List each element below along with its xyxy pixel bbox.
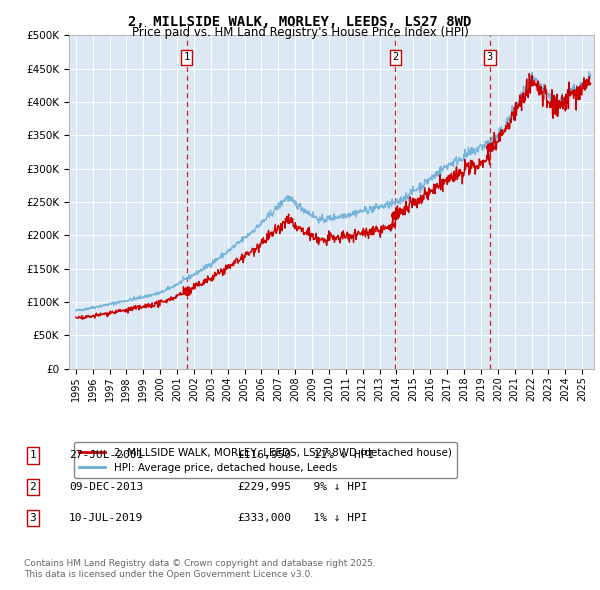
Text: 2: 2: [29, 482, 37, 491]
Text: 11% ↓ HPI: 11% ↓ HPI: [300, 451, 374, 460]
Text: £116,950: £116,950: [237, 451, 291, 460]
Text: £229,995: £229,995: [237, 482, 291, 491]
Text: Contains HM Land Registry data © Crown copyright and database right 2025.: Contains HM Land Registry data © Crown c…: [24, 559, 376, 568]
Text: 1: 1: [184, 53, 190, 63]
Text: 27-JUL-2001: 27-JUL-2001: [69, 451, 143, 460]
Text: 3: 3: [29, 513, 37, 523]
Text: 1% ↓ HPI: 1% ↓ HPI: [300, 513, 367, 523]
Text: 10-JUL-2019: 10-JUL-2019: [69, 513, 143, 523]
Text: Price paid vs. HM Land Registry's House Price Index (HPI): Price paid vs. HM Land Registry's House …: [131, 26, 469, 39]
Text: £333,000: £333,000: [237, 513, 291, 523]
Text: 1: 1: [29, 451, 37, 460]
Text: 9% ↓ HPI: 9% ↓ HPI: [300, 482, 367, 491]
Text: 09-DEC-2013: 09-DEC-2013: [69, 482, 143, 491]
Text: 2: 2: [392, 53, 398, 63]
Text: 3: 3: [487, 53, 493, 63]
Text: 2, MILLSIDE WALK, MORLEY, LEEDS, LS27 8WD: 2, MILLSIDE WALK, MORLEY, LEEDS, LS27 8W…: [128, 15, 472, 29]
Legend: 2, MILLSIDE WALK, MORLEY, LEEDS, LS27 8WD (detached house), HPI: Average price, : 2, MILLSIDE WALK, MORLEY, LEEDS, LS27 8W…: [74, 442, 457, 478]
Text: This data is licensed under the Open Government Licence v3.0.: This data is licensed under the Open Gov…: [24, 570, 313, 579]
